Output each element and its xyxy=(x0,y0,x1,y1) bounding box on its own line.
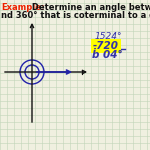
Text: Example:: Example: xyxy=(1,3,44,12)
Text: Determine an angle betw: Determine an angle betw xyxy=(29,3,150,12)
Text: -720: -720 xyxy=(93,41,119,51)
Text: 1524°: 1524° xyxy=(95,32,123,41)
Text: ḃ 04°: ḃ 04° xyxy=(92,50,123,60)
Text: nd 360° that is coterminal to a give: nd 360° that is coterminal to a give xyxy=(1,11,150,20)
